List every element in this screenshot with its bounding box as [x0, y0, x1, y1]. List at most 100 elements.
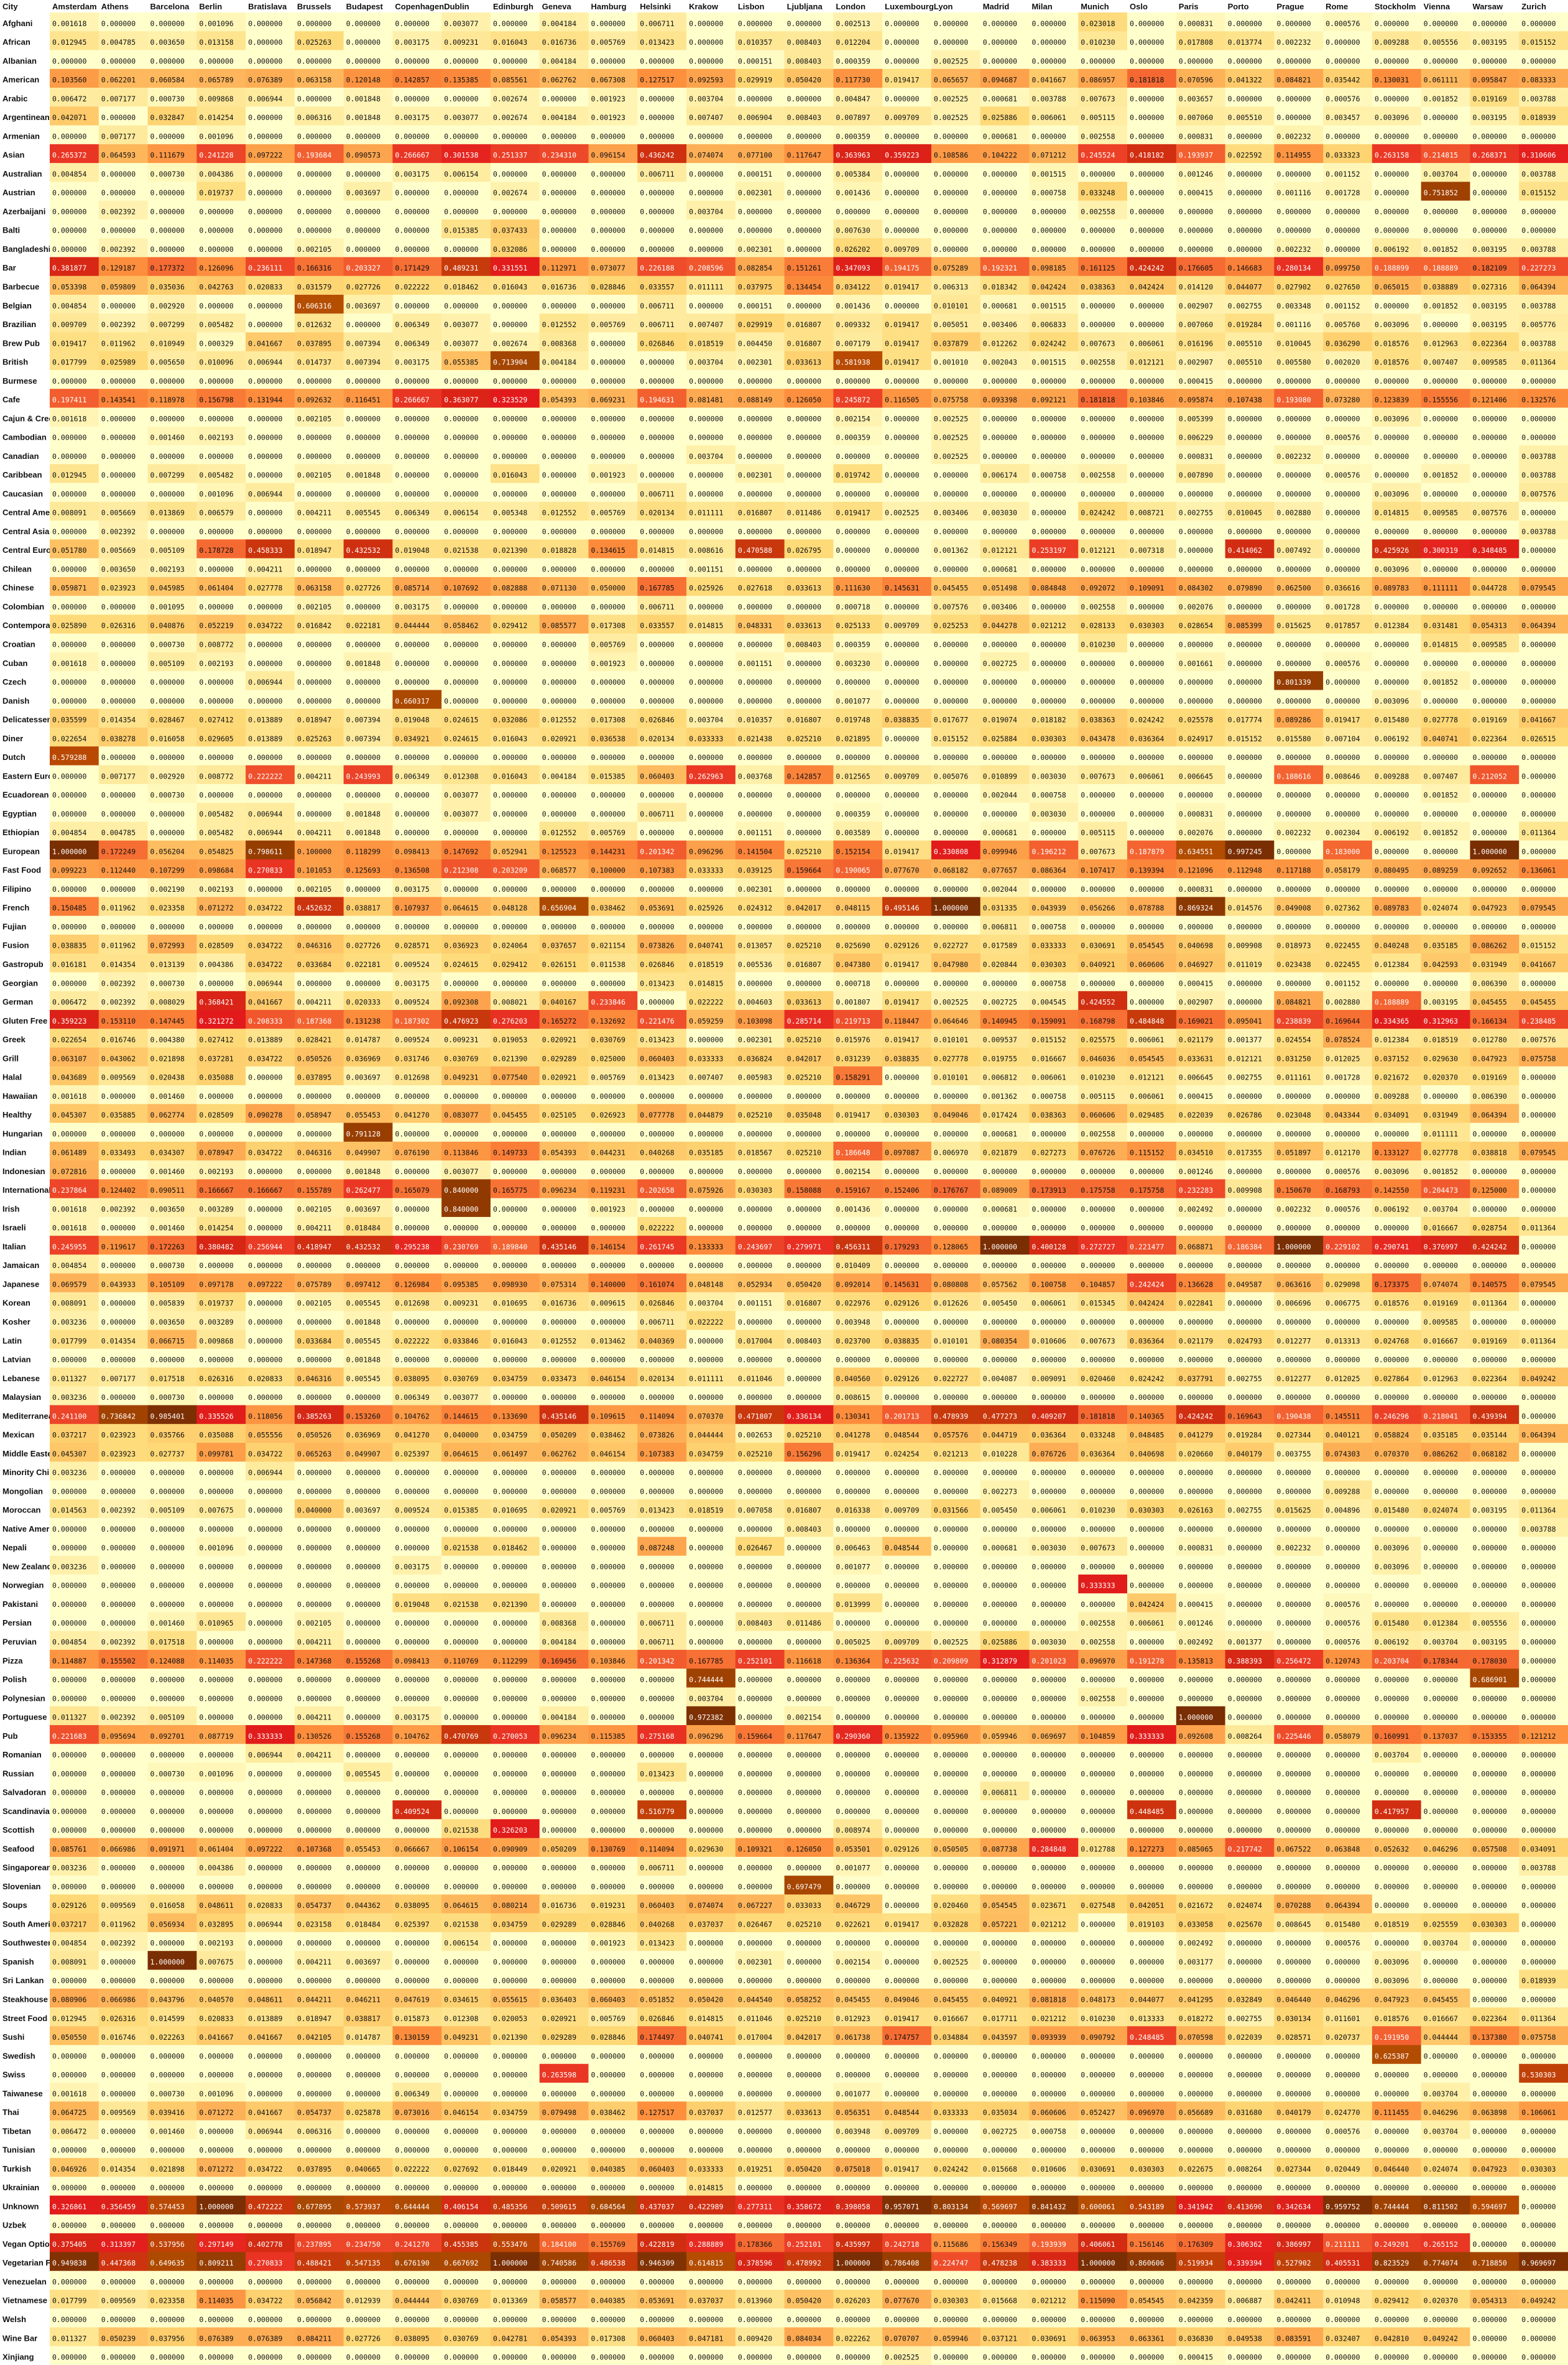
- cell-value-label: 0.001618: [52, 1205, 86, 1213]
- cell-value-label: 0.000000: [836, 546, 870, 555]
- cell-value-label: 0.000000: [1130, 791, 1164, 800]
- cell-value-label: 0.000000: [395, 452, 429, 461]
- cell-value-label: 0.000000: [493, 132, 527, 141]
- cell-value-label: 0.011111: [689, 282, 723, 291]
- cell-value-label: 0.000000: [1472, 1129, 1506, 1138]
- cell-value-label: 0.003704: [689, 358, 723, 367]
- cell-value-label: 0.022727: [934, 942, 968, 950]
- cell-value-label: 0.000681: [983, 828, 1017, 837]
- cell-value-label: 0.000000: [346, 245, 380, 254]
- cell-value-label: 0.044719: [983, 1431, 1017, 1440]
- heatmap-cell: [637, 68, 687, 88]
- cell-value-label: 0.006192: [1375, 734, 1409, 743]
- cell-value-label: 0.033557: [640, 621, 674, 630]
- cell-value-label: 0.007673: [1081, 339, 1115, 348]
- column-label: Krakow: [689, 2, 719, 11]
- cell-value-label: 0.024242: [1130, 1374, 1164, 1383]
- cell-value-label: 0.024312: [738, 904, 772, 912]
- cell-value-label: 0.000000: [52, 377, 86, 386]
- cell-value-label: 0.001852: [1424, 678, 1458, 687]
- cell-value-label: 0.016181: [52, 960, 86, 969]
- cell-value-label: 0.029126: [885, 1374, 919, 1383]
- cell-value-label: 0.000000: [1276, 885, 1311, 894]
- cell-value-label: 0.017355: [1228, 1149, 1262, 1157]
- cell-value-label: 0.000000: [101, 1393, 136, 1402]
- column-label: Paris: [1179, 2, 1199, 11]
- cell-value-label: 0.233846: [591, 998, 625, 1007]
- cell-value-label: 0.011046: [738, 1374, 772, 1383]
- cell-value-label: 0.007394: [346, 716, 380, 724]
- cell-value-label: 0.000000: [934, 1224, 968, 1233]
- cell-value-label: 0.052934: [738, 1280, 772, 1289]
- cell-value-label: 0.000000: [444, 1318, 478, 1326]
- cell-value-label: 0.025210: [787, 1431, 821, 1440]
- cell-value-label: 0.090511: [150, 1186, 185, 1195]
- cell-value-label: 0.000000: [1326, 753, 1360, 762]
- cell-value-label: 0.064593: [101, 151, 136, 160]
- cell-value-label: 0.006696: [1276, 1299, 1311, 1308]
- cell-value-label: 0.000000: [248, 753, 282, 762]
- cell-value-label: 0.000000: [199, 226, 233, 235]
- cell-value-label: 0.000000: [1375, 847, 1409, 856]
- cell-value-label: 0.000000: [395, 659, 429, 668]
- cell-value-label: 0.203327: [346, 264, 380, 272]
- cell-value-label: 0.000000: [150, 828, 185, 837]
- cell-value-label: 0.000000: [1375, 471, 1409, 479]
- heatmap-cell: [147, 12, 197, 32]
- cell-value-label: 0.000000: [101, 1299, 136, 1308]
- cell-value-label: 0.478939: [934, 1412, 968, 1420]
- cell-value-label: 0.013774: [1228, 38, 1262, 47]
- cell-value-label: 0.000000: [1179, 1356, 1213, 1364]
- cell-value-label: 0.000000: [493, 1129, 527, 1138]
- cell-value-label: 0.606316: [297, 302, 331, 310]
- cell-value-label: 0.000000: [836, 565, 870, 573]
- cell-value-label: 0.000000: [52, 245, 86, 254]
- cell-value-label: 0.000000: [1031, 489, 1066, 498]
- cell-value-label: 0.008403: [787, 641, 821, 649]
- cell-value-label: 0.000000: [1081, 414, 1115, 423]
- cell-value-label: 0.000000: [395, 1487, 429, 1496]
- cell-value-label: 0.002232: [1276, 1205, 1311, 1213]
- cell-value-label: 0.000000: [52, 697, 86, 705]
- cell-value-label: 0.005482: [199, 810, 233, 818]
- cell-value-label: 0.052941: [493, 847, 527, 856]
- cell-value-label: 0.027902: [1276, 282, 1311, 291]
- cell-value-label: 0.009524: [395, 960, 429, 969]
- column-label: Hamburg: [591, 2, 627, 11]
- cell-value-label: 0.011111: [1424, 1129, 1458, 1138]
- cell-value-label: 0.000000: [52, 452, 86, 461]
- cell-value-label: 0.000000: [934, 1205, 968, 1213]
- row-label: Diner: [2, 734, 23, 743]
- cell-value-label: 0.000000: [1031, 132, 1066, 141]
- cell-value-label: 0.197411: [52, 396, 86, 404]
- cell-value-label: 0.159664: [787, 866, 821, 875]
- cell-value-label: 0.000000: [1031, 1261, 1066, 1270]
- cell-value-label: 0.000000: [542, 810, 576, 818]
- cell-value-label: 0.006192: [1375, 1205, 1409, 1213]
- cell-value-label: 0.003175: [395, 358, 429, 367]
- cell-value-label: 0.033333: [1031, 942, 1066, 950]
- cell-value-label: 0.002525: [934, 433, 968, 442]
- cell-value-label: 0.071130: [542, 584, 576, 593]
- cell-value-label: 0.043344: [1326, 1111, 1360, 1119]
- cell-value-label: 0.002674: [493, 95, 527, 103]
- cell-value-label: 0.000000: [1424, 922, 1458, 931]
- cell-value-label: 0.034722: [248, 1450, 282, 1458]
- cell-value-label: 0.000000: [836, 922, 870, 931]
- cell-value-label: 0.000000: [1521, 433, 1556, 442]
- cell-value-label: 0.008091: [52, 509, 86, 517]
- cell-value-label: 0.000000: [934, 1487, 968, 1496]
- cell-value-label: 0.000000: [395, 922, 429, 931]
- cell-value-label: 0.070370: [689, 1412, 723, 1420]
- cell-value-label: 0.061497: [493, 1450, 527, 1458]
- row-label: African: [2, 37, 30, 47]
- cell-value-label: 0.000000: [983, 245, 1017, 254]
- cell-value-label: 0.140575: [1472, 1280, 1506, 1289]
- heatmap-cell: [1127, 88, 1177, 107]
- cell-value-label: 0.016842: [297, 621, 331, 630]
- cell-value-label: 0.000000: [1276, 1356, 1311, 1364]
- cell-value-label: 0.026846: [640, 1299, 674, 1308]
- cell-value-label: 0.079545: [1521, 584, 1556, 593]
- cell-value-label: 0.023700: [836, 1336, 870, 1345]
- cell-value-label: 0.001010: [934, 358, 968, 367]
